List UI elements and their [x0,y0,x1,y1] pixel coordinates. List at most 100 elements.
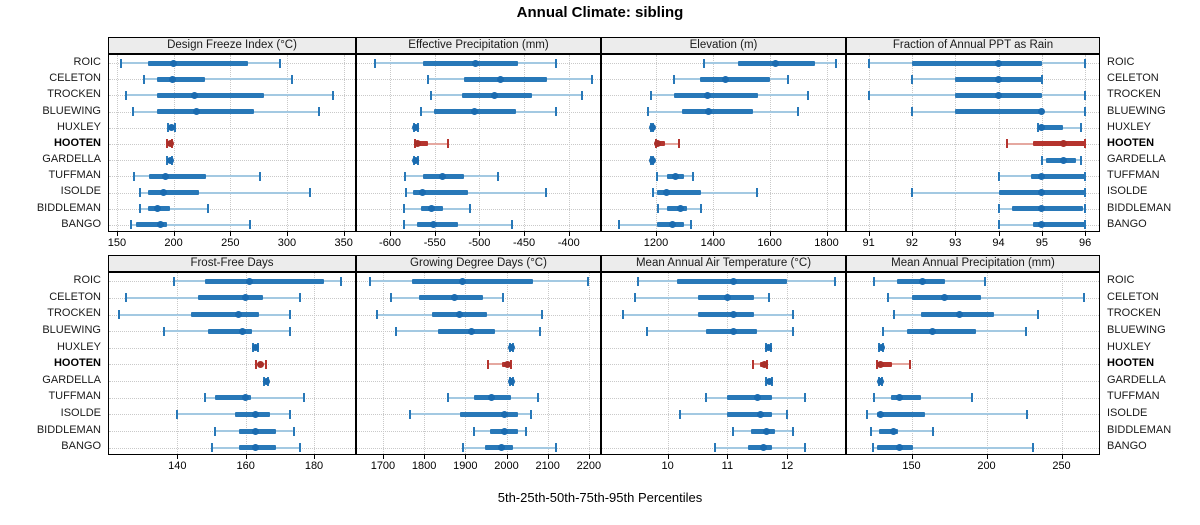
median-dot [723,294,731,302]
median-dot [252,344,260,352]
iqr-bar [437,328,495,334]
x-tick [524,232,526,236]
x-tick-label: 200 [977,460,996,472]
whisker-line [887,296,1084,299]
whisker-cap-right [970,393,973,403]
h-gridline [847,364,1099,366]
x-tick-label: -400 [557,237,580,249]
percentile-row-hooten [847,136,1099,152]
whisker-cap-left [138,204,141,214]
iqr-bar [413,190,468,196]
percentile-row-huxley [847,120,1099,136]
percentile-row-gardella [602,373,845,390]
median-dot [500,427,508,435]
iqr-bar [147,190,199,196]
percentile-row-isolde [847,184,1099,200]
percentile-row-isolde [109,406,355,423]
whisker-cap-left [1006,139,1009,149]
whisker-cap-left [447,393,450,403]
percentile-row-trocken [357,87,600,103]
x-tick [868,232,870,236]
whisker-cap-left [870,426,872,436]
v-gridline [465,273,467,454]
whisker-cap-left [997,204,1000,214]
h-gridline [109,208,355,210]
h-gridline [357,381,600,383]
median-dot [890,427,897,435]
median-dot [166,140,174,148]
percentile-row-bango [847,439,1099,454]
iqr-bar [907,328,976,334]
whisker-line [877,363,910,366]
percentile-row-bluewing [847,104,1099,120]
x-tick [173,232,175,236]
iqr-bar [656,141,666,147]
station-label-left-biddleman: BIDDLEMAN [36,201,101,214]
whisker-cap-left [867,58,870,68]
percentile-row-biddleman [357,201,600,217]
iqr-bar [1033,141,1086,147]
whisker-cap-right [835,58,838,68]
x-tick-label: 1700 [370,460,396,472]
percentile-row-trocken [357,306,600,323]
h-gridline [847,208,1099,210]
whisker-cap-right [1084,90,1087,100]
median-dot [729,277,737,285]
x-tick [245,455,247,459]
median-dot [878,344,885,352]
percentile-row-gardella [602,152,845,168]
percentile-row-trocken [602,87,845,103]
whisker-cap-left [633,293,636,303]
x-tick [230,232,232,236]
whisker-cap-left [213,426,216,436]
whisker-cap-left [882,326,884,336]
iqr-bar [697,312,755,318]
median-dot [760,360,768,368]
median-dot [995,75,1003,83]
h-gridline [109,381,355,383]
median-dot [459,277,467,285]
whisker-cap-left [375,310,378,320]
percentile-row-hooten [602,356,845,373]
whisker-cap-left [703,58,706,68]
station-label-left-isolde: ISOLDE [60,407,101,420]
whisker-cap-right [299,443,302,453]
v-gridline [173,55,175,231]
percentile-row-gardella [109,152,355,168]
whisker-cap-right [756,188,759,198]
whisker-cap-left [404,171,407,181]
whisker-cap-right [1024,326,1027,336]
x-tick-label: 250 [221,237,240,249]
percentile-row-bango [357,217,600,231]
station-label-right-roic: ROIC [1107,56,1135,68]
x-tick-label: 2000 [494,460,519,472]
v-gridline [955,55,957,231]
percentile-row-isolde [357,406,600,423]
iqr-bar [656,190,702,196]
percentile-row-celeton [602,290,845,307]
median-dot [262,377,270,385]
percentile-row-isolde [847,406,1099,423]
whisker-cap-left [752,359,755,369]
median-dot [756,410,764,418]
h-gridline [357,160,600,162]
median-dot [162,172,170,180]
whisker-cap-right [289,310,292,320]
percentile-row-roic [109,273,355,290]
whisker-cap-right [1084,220,1087,230]
whisker-cap-left [1040,155,1043,165]
median-dot [762,427,770,435]
median-dot [1038,221,1046,229]
percentile-row-trocken [602,306,845,323]
whisker-cap-right [308,188,311,198]
v-gridline [286,55,288,231]
percentile-row-trocken [109,306,355,323]
iqr-bar [411,278,534,284]
whisker-cap-left [652,188,655,198]
median-dot [439,172,447,180]
station-label-right-trocken: TROCKEN [1107,88,1161,101]
panel-body [601,54,846,232]
median-dot [154,205,162,213]
whisker-cap-right [909,359,911,369]
percentile-row-trocken [847,306,1099,323]
